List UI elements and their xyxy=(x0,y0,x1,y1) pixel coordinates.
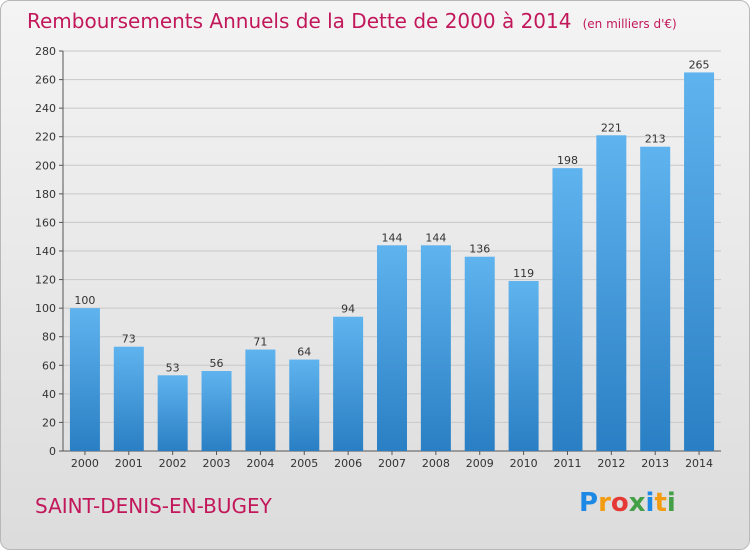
x-tick-label-2008: 2008 xyxy=(422,457,450,470)
proxiti-logo: Proxiti xyxy=(579,488,676,518)
x-tick-label-2007: 2007 xyxy=(378,457,406,470)
logo-letter: i xyxy=(666,488,676,518)
x-tick-label-2006: 2006 xyxy=(334,457,362,470)
data-label-2009: 136 xyxy=(469,243,490,256)
x-tick-label-2014: 2014 xyxy=(685,457,713,470)
bar-2009 xyxy=(464,256,495,451)
data-label-2004: 71 xyxy=(253,336,267,349)
x-tick-label-2010: 2010 xyxy=(510,457,538,470)
x-tick-label-2013: 2013 xyxy=(641,457,669,470)
bar-2006 xyxy=(333,316,364,451)
data-label-2007: 144 xyxy=(382,231,403,244)
data-label-2000: 100 xyxy=(74,294,95,307)
bar-2012 xyxy=(596,135,627,452)
data-label-2012: 221 xyxy=(601,121,622,134)
data-label-2014: 265 xyxy=(689,58,710,71)
chart-title: Remboursements Annuels de la Dette de 20… xyxy=(27,9,572,33)
data-label-2013: 213 xyxy=(645,133,666,146)
logo-letter: r xyxy=(598,488,611,518)
logo-letter: o xyxy=(610,488,629,518)
labels: 0 20 40 60 80 100 120 140 160 180 200 220 240 260 280 1… xyxy=(35,45,713,470)
y-tick-label: 160 xyxy=(35,216,56,229)
logo-letter: x xyxy=(628,488,646,518)
y-tick-label: 140 xyxy=(35,245,56,258)
x-tick-label-2009: 2009 xyxy=(466,457,494,470)
bar-2008 xyxy=(420,245,451,451)
y-tick-label: 60 xyxy=(42,359,56,372)
data-label-2002: 53 xyxy=(166,361,180,374)
chart-unit: (en milliers d'€) xyxy=(582,17,677,31)
y-tick-label: 180 xyxy=(35,188,56,201)
x-tick-label-2000: 2000 xyxy=(71,457,99,470)
x-tick-label-2011: 2011 xyxy=(553,457,581,470)
bar-2004 xyxy=(245,349,276,451)
x-tick-label-2004: 2004 xyxy=(246,457,274,470)
y-tick-label: 200 xyxy=(35,159,56,172)
bar-2002 xyxy=(157,375,188,451)
bar-2010 xyxy=(508,281,539,451)
y-tick-label: 0 xyxy=(49,445,56,458)
y-tick-label: 240 xyxy=(35,102,56,115)
logo-letter: P xyxy=(579,488,599,518)
data-label-2003: 56 xyxy=(210,357,224,370)
x-tick-label-2003: 2003 xyxy=(203,457,231,470)
bar-2007 xyxy=(377,245,407,451)
data-label-2006: 94 xyxy=(341,303,355,316)
data-label-2005: 64 xyxy=(297,346,311,359)
x-tick-label-2005: 2005 xyxy=(290,457,318,470)
bar-2001 xyxy=(113,346,144,451)
data-label-2008: 144 xyxy=(425,231,446,244)
chart-title-row: Remboursements Annuels de la Dette de 20… xyxy=(27,9,677,33)
bar-2005 xyxy=(289,359,320,451)
y-tick-label: 100 xyxy=(35,302,56,315)
data-label-2011: 198 xyxy=(557,154,578,167)
y-tick-label: 280 xyxy=(35,45,56,58)
y-tick-label: 40 xyxy=(42,388,56,401)
x-tick-label-2001: 2001 xyxy=(115,457,143,470)
x-tick-label-2012: 2012 xyxy=(597,457,625,470)
bars xyxy=(69,72,715,452)
bar-2003 xyxy=(201,371,232,451)
y-tick-label: 80 xyxy=(42,331,56,344)
logo-letter: i xyxy=(645,488,655,518)
y-tick-label: 120 xyxy=(35,274,56,287)
data-label-2010: 119 xyxy=(513,267,534,280)
y-tick-label: 260 xyxy=(35,74,56,87)
bar-2014 xyxy=(684,72,715,451)
x-tick-label-2002: 2002 xyxy=(159,457,187,470)
bar-2000 xyxy=(69,308,100,451)
data-label-2001: 73 xyxy=(122,333,136,346)
logo-letter: t xyxy=(654,488,667,518)
bar-2013 xyxy=(640,146,671,451)
commune-name: SAINT-DENIS-EN-BUGEY xyxy=(35,494,272,518)
y-tick-label: 220 xyxy=(35,131,56,144)
bar-2011 xyxy=(552,168,583,451)
y-tick-label: 20 xyxy=(42,416,56,429)
